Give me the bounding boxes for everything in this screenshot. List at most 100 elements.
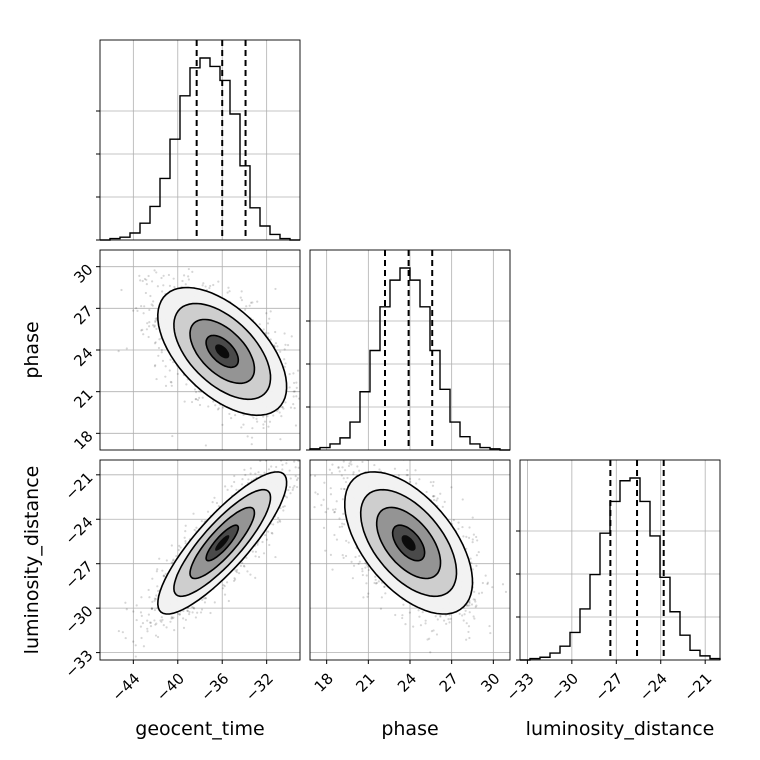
scatter-point	[435, 633, 439, 636]
contour-line	[189, 506, 256, 580]
scatter-point	[352, 564, 356, 567]
scatter-point	[191, 270, 194, 273]
scatter-point	[249, 301, 253, 304]
scatter-point	[161, 359, 165, 362]
scatter-point	[213, 601, 216, 604]
scatter-point	[160, 616, 163, 619]
scatter-point	[152, 300, 155, 303]
scatter-point	[281, 405, 284, 409]
scatter-point	[459, 661, 461, 663]
scatter-point	[343, 469, 347, 472]
scatter-point	[235, 568, 239, 572]
scatter-point	[232, 579, 236, 582]
scatter-point	[234, 578, 237, 581]
scatter-point	[344, 554, 348, 558]
scatter-point	[182, 617, 185, 620]
scatter-point	[342, 487, 346, 491]
scatter-point	[154, 320, 157, 323]
scatter-point	[182, 626, 186, 629]
scatter-point	[196, 611, 199, 614]
scatter-point	[254, 555, 257, 558]
scatter-point	[182, 274, 186, 277]
scatter-point	[349, 445, 351, 447]
scatter-point	[184, 542, 187, 545]
density-panel-geocent_time-phase	[117, 267, 316, 447]
scatter-point	[132, 309, 135, 312]
scatter-point	[234, 414, 237, 417]
scatter-point	[172, 277, 175, 280]
scatter-point	[147, 588, 150, 592]
scatter-point	[156, 585, 159, 588]
scatter-point	[293, 460, 296, 463]
scatter-point	[266, 415, 269, 418]
scatter-point	[401, 614, 404, 617]
scatter-point	[226, 291, 229, 294]
scatter-point	[393, 467, 397, 470]
scatter-point	[201, 598, 204, 601]
scatter-point	[223, 585, 226, 588]
scatter-point	[266, 322, 270, 325]
scatter-point	[140, 614, 143, 618]
scatter-point	[217, 505, 220, 508]
scatter-point	[305, 457, 307, 459]
scatter-point	[347, 541, 350, 544]
scatter-point	[432, 629, 435, 632]
scatter-point	[374, 578, 377, 581]
scatter-point	[160, 348, 163, 352]
scatter-point	[149, 625, 153, 628]
scatter-point	[348, 462, 351, 465]
scatter-point	[233, 577, 236, 580]
scatter-point	[313, 506, 316, 509]
scatter-point	[237, 572, 241, 575]
scatter-point	[294, 466, 297, 469]
scatter-point	[338, 392, 340, 394]
scatter-point	[373, 463, 376, 467]
scatter-point	[450, 486, 453, 489]
histogram-step-luminosity_distance	[520, 477, 721, 661]
scatter-point	[276, 345, 279, 348]
scatter-point	[445, 622, 448, 625]
scatter-point	[193, 528, 196, 532]
scatter-point	[153, 324, 156, 327]
scatter-point	[274, 555, 277, 559]
scatter-point	[235, 571, 239, 574]
scatter-point	[295, 485, 299, 489]
scatter-point	[384, 592, 387, 595]
scatter-point	[171, 361, 175, 364]
scatter-point	[209, 284, 212, 288]
scatter-point	[140, 596, 143, 599]
scatter-point	[284, 401, 287, 404]
scatter-point	[428, 637, 431, 640]
contour-line	[156, 471, 288, 615]
scatter-point	[228, 412, 231, 416]
scatter-point	[214, 404, 217, 407]
scatter-point	[183, 400, 186, 403]
scatter-point	[476, 539, 479, 542]
scatter-point	[216, 408, 220, 411]
scatter-point	[145, 278, 148, 281]
scatter-point	[290, 335, 293, 338]
scatter-point	[151, 577, 154, 580]
scatter-point	[281, 463, 284, 466]
scatter-point	[461, 498, 464, 501]
scatter-point	[314, 403, 316, 405]
scatter-point	[157, 354, 160, 357]
scatter-point	[288, 443, 290, 445]
scatter-point	[165, 626, 168, 629]
scatter-point	[250, 436, 254, 439]
scatter-point	[138, 274, 141, 277]
scatter-point	[477, 550, 480, 554]
scatter-point	[135, 306, 138, 310]
scatter-point	[408, 611, 411, 614]
contour-line	[156, 286, 288, 417]
scatter-point	[239, 296, 242, 299]
scatter-point	[212, 283, 215, 287]
scatter-point	[362, 596, 365, 599]
scatter-point	[200, 608, 204, 611]
scatter-point	[331, 508, 335, 511]
scatter-point	[265, 312, 268, 315]
scatter-point	[192, 512, 195, 515]
scatter-point	[265, 538, 269, 541]
scatter-point	[472, 533, 475, 536]
scatter-point	[207, 405, 210, 408]
